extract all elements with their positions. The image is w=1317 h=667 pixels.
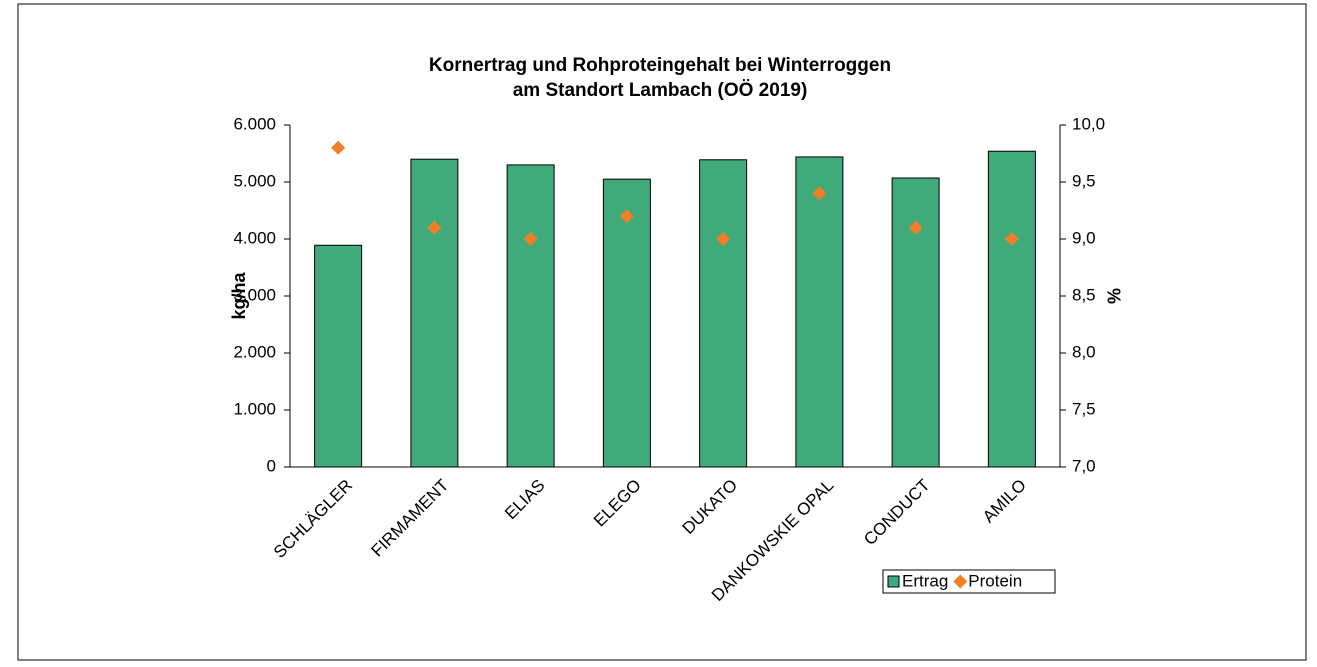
bar bbox=[987, 150, 1036, 468]
chart-title: Kornertrag und Rohproteingehalt bei Wint… bbox=[429, 55, 891, 76]
y-tick-label: 2.000 bbox=[233, 342, 276, 361]
y-tick-label: 4.000 bbox=[233, 228, 276, 247]
bar bbox=[410, 158, 459, 468]
y-tick-label: 5.000 bbox=[233, 171, 276, 190]
protein-marker bbox=[716, 232, 731, 246]
y2-tick-label: 8,5 bbox=[1072, 285, 1096, 304]
y-tick-label: 1.000 bbox=[233, 399, 276, 418]
y2-tick-label: 7,0 bbox=[1072, 456, 1096, 475]
bar bbox=[314, 244, 363, 468]
protein-marker bbox=[331, 140, 346, 155]
legend-swatch bbox=[953, 574, 968, 589]
protein-marker bbox=[427, 220, 442, 235]
protein-marker bbox=[1004, 232, 1019, 246]
protein-marker bbox=[908, 220, 923, 235]
bar bbox=[506, 164, 555, 468]
bar bbox=[699, 159, 748, 468]
y2-axis-label: % bbox=[1103, 288, 1123, 304]
y-axis-label: kg/ha bbox=[229, 272, 249, 320]
y2-tick-label: 10,0 bbox=[1072, 114, 1105, 133]
bar bbox=[602, 178, 651, 468]
y2-tick-label: 9,5 bbox=[1072, 171, 1096, 190]
y2-tick-label: 7,5 bbox=[1072, 399, 1096, 418]
protein-marker bbox=[812, 186, 827, 201]
y2-tick-label: 8,0 bbox=[1072, 342, 1096, 361]
legend-box bbox=[882, 569, 1056, 594]
y-tick-label: 6.000 bbox=[233, 114, 276, 133]
y-tick-label: 0 bbox=[267, 456, 276, 475]
bar bbox=[795, 156, 844, 468]
protein-marker bbox=[619, 209, 634, 224]
legend-label: Ertrag bbox=[902, 571, 948, 590]
chart-border bbox=[17, 3, 1307, 661]
y2-tick-label: 9,0 bbox=[1072, 228, 1096, 247]
legend-swatch bbox=[887, 575, 900, 588]
chart-title: am Standort Lambach (OÖ 2019) bbox=[513, 80, 808, 101]
protein-marker bbox=[523, 232, 538, 246]
y-tick-label: 3.000 bbox=[233, 285, 276, 304]
legend-label: Protein bbox=[968, 571, 1022, 590]
